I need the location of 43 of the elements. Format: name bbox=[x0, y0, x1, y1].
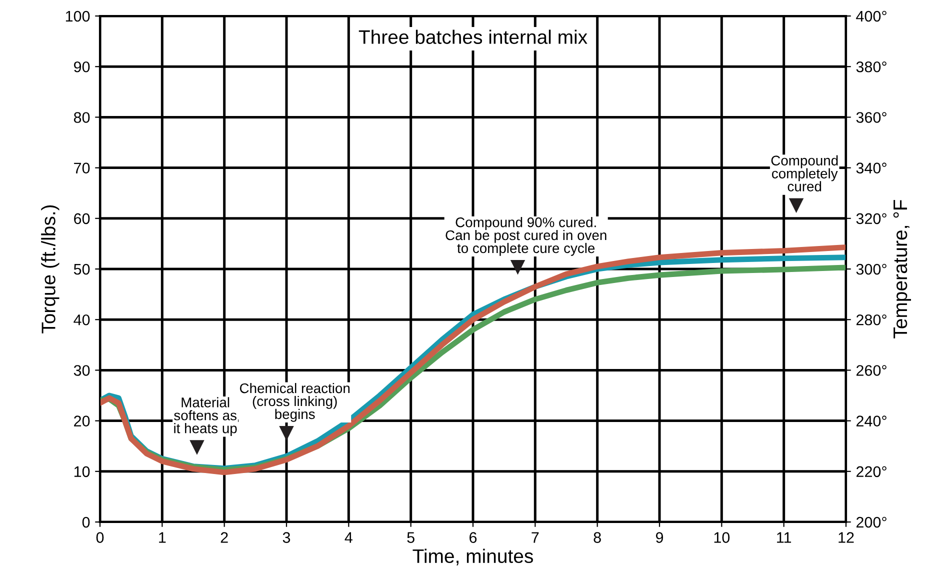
y-tick-label: 40 bbox=[74, 314, 90, 326]
y-tick-label: 80 bbox=[74, 112, 90, 123]
y-tick-label: 90 bbox=[74, 61, 90, 72]
y2-tick-label: 300° bbox=[856, 264, 886, 275]
y-tick-label: 70 bbox=[74, 162, 90, 174]
y-tick-label: 20 bbox=[74, 416, 90, 426]
y-tick-label: 100 bbox=[66, 10, 90, 22]
text: Three batches internal mix bbox=[358, 30, 588, 44]
x-axis-title: Time, minutes bbox=[412, 548, 533, 566]
annotation: Chemical reaction (cross linking) begins bbox=[240, 382, 350, 422]
x-tick-label: 0 bbox=[96, 532, 104, 543]
y2-tick-label: 260° bbox=[856, 365, 886, 376]
y2-tick-label: 280° bbox=[856, 314, 886, 326]
x-tick-label: 7 bbox=[532, 532, 539, 543]
annotation: Compound completely cured bbox=[771, 155, 838, 192]
x-tick-label: 9 bbox=[656, 532, 664, 543]
x-tick-label: 3 bbox=[282, 532, 290, 543]
x-tick-label: 1 bbox=[159, 532, 166, 543]
y-tick-label: 10 bbox=[74, 466, 90, 478]
y2-tick-label: 200° bbox=[856, 516, 886, 528]
x-tick-label: 12 bbox=[838, 532, 854, 543]
x-tick-label: 11 bbox=[777, 532, 792, 543]
annotation: Compound 90% cured. Can be post cured in oven to complete cure cycle bbox=[446, 217, 606, 256]
y2-tick-label: 360° bbox=[856, 112, 886, 123]
x-tick-label: 5 bbox=[407, 532, 414, 543]
y2-tick-label: 240° bbox=[856, 416, 886, 426]
y-tick-label: 50 bbox=[74, 264, 90, 275]
y-tick-label: 60 bbox=[74, 213, 90, 224]
x-tick-label: 6 bbox=[470, 532, 477, 543]
x-tick-label: 2 bbox=[220, 532, 228, 543]
x-tick-label: 4 bbox=[344, 532, 352, 543]
y-tick-label: 30 bbox=[74, 365, 90, 376]
x-tick-label: 8 bbox=[594, 532, 601, 543]
x-tick-label: 10 bbox=[714, 532, 730, 543]
y2-axis-title: Temperature, °F bbox=[893, 200, 911, 338]
y-axis-title: Torque (ft./lbs.) bbox=[41, 205, 60, 334]
y2-tick-label: 340° bbox=[856, 162, 886, 174]
y2-tick-label: 220° bbox=[856, 466, 886, 478]
y-tick-label: 0 bbox=[82, 516, 90, 528]
y2-tick-label: 380° bbox=[856, 61, 886, 72]
y2-tick-label: 400° bbox=[856, 10, 886, 22]
annotation: Material softens as it heats up bbox=[174, 397, 237, 436]
y2-tick-label: 320° bbox=[856, 213, 886, 224]
